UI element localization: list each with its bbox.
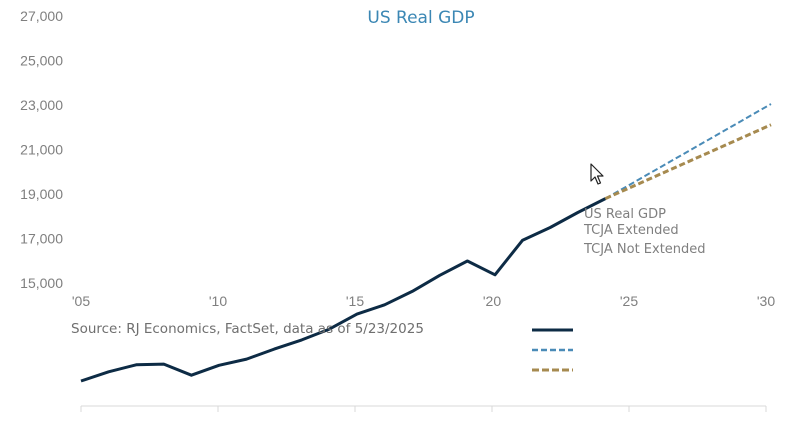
series-line-tcja-extended: [604, 103, 772, 200]
y-tick-label: 23,000: [20, 97, 63, 113]
legend-label-tcja-not-extended: TCJA Not Extended: [583, 242, 706, 257]
series-line-us-real-gdp: [80, 197, 607, 383]
x-tick-label: '10: [209, 293, 227, 309]
y-tick-label: 17,000: [20, 231, 63, 247]
x-tick-label: '25: [620, 293, 638, 309]
x-tick-label: '20: [483, 293, 501, 309]
y-axis-ticks: 15,000 17,000 19,000 21,000 23,000 25,000 27,0…: [20, 8, 63, 291]
legend-label-tcja-extended: TCJA Extended: [583, 223, 679, 238]
y-tick-label: 27,000: [20, 8, 63, 24]
chart-title: US Real GDP: [367, 8, 474, 28]
x-tick-label: '05: [72, 293, 90, 309]
series-line-tcja-not-extended: [604, 123, 772, 200]
y-tick-label: 15,000: [20, 275, 63, 291]
mouse-cursor-icon: [590, 163, 604, 185]
series-lines: [80, 103, 772, 383]
y-tick-label: 21,000: [20, 142, 63, 158]
x-axis-tick-marks: [80, 406, 767, 412]
legend: US Real GDP TCJA Extended TCJA Not Exten…: [532, 207, 706, 372]
y-tick-label: 25,000: [20, 53, 63, 69]
x-tick-label: '15: [346, 293, 364, 309]
source-note: Source: RJ Economics, FactSet, data as o…: [71, 321, 424, 337]
x-tick-label: '30: [757, 293, 775, 309]
x-axis-ticks: '05 '10 '15 '20 '25 '30: [72, 293, 775, 309]
legend-label-us-real-gdp: US Real GDP: [584, 207, 666, 222]
y-tick-label: 19,000: [20, 186, 63, 202]
